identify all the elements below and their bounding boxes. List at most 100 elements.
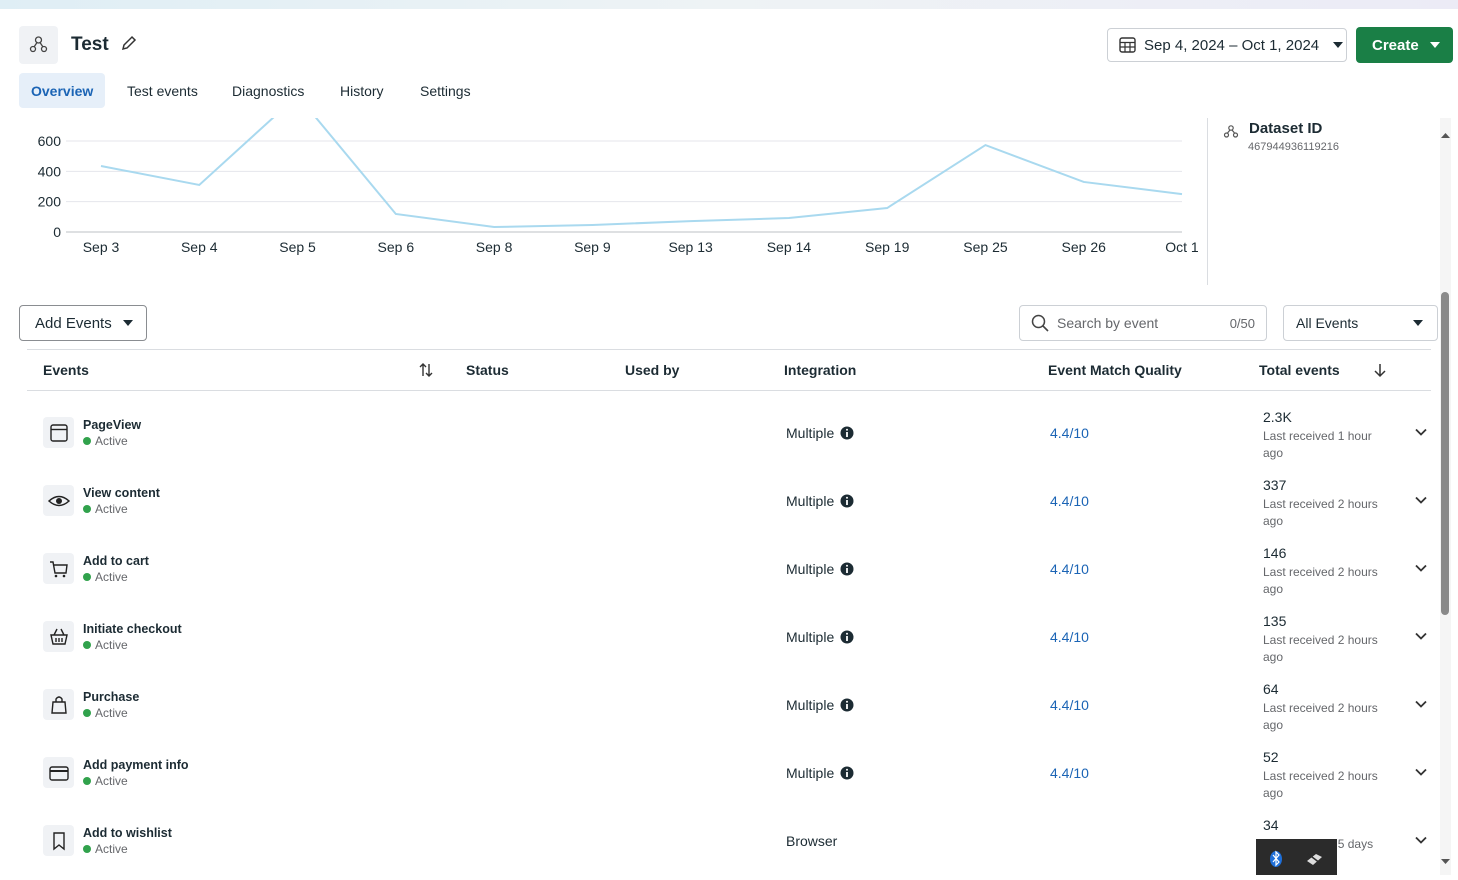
filter-label: All Events <box>1296 315 1359 331</box>
emq-link[interactable]: 4.4/10 <box>1050 765 1089 781</box>
search-count: 0/50 <box>1229 315 1255 331</box>
expand-chevron[interactable] <box>1415 700 1427 709</box>
expand-chevron[interactable] <box>1415 768 1427 777</box>
top-strip <box>0 0 1458 9</box>
info-icon[interactable] <box>840 698 854 712</box>
total-events: 52 <box>1263 749 1279 765</box>
tray-popup[interactable] <box>1256 839 1337 875</box>
x-tick-label: Sep 3 <box>83 239 120 255</box>
last-received: Last received 2 hours ago <box>1263 701 1378 732</box>
table-row[interactable]: Add payment info Active Multiple 4.4/10 52 La… <box>27 739 1431 807</box>
x-tick-label: Sep 4 <box>181 239 218 255</box>
last-received: Last received 2 hours ago <box>1263 769 1378 800</box>
event-icon <box>43 553 74 584</box>
last-received: Last received 2 hours ago <box>1263 497 1378 528</box>
dataset-label: Dataset ID <box>1249 120 1323 137</box>
scroll-up[interactable] <box>1441 132 1450 139</box>
scroll-thumb[interactable] <box>1441 292 1449 615</box>
emq-link[interactable]: 4.4/10 <box>1050 697 1089 713</box>
event-name: PageView <box>83 418 142 432</box>
sort-desc-icon[interactable] <box>1372 362 1388 378</box>
info-icon[interactable] <box>840 562 854 576</box>
divider <box>1207 118 1208 285</box>
search-icon <box>1031 314 1049 332</box>
event-name: Add to wishlist <box>83 826 172 840</box>
y-tick-label: 600 <box>38 133 62 149</box>
column-header[interactable]: Status <box>466 362 509 378</box>
emq-link[interactable]: 4.4/10 <box>1050 493 1089 509</box>
integration: Multiple <box>786 765 835 781</box>
x-tick-label: Sep 19 <box>865 239 910 255</box>
column-header[interactable]: Used by <box>625 362 680 378</box>
x-tick-label: Sep 9 <box>574 239 611 255</box>
emq-link[interactable]: 4.4/10 <box>1050 561 1089 577</box>
integration: Multiple <box>786 561 835 577</box>
table-row[interactable]: Initiate checkout Active Multiple 4.4/10 135… <box>27 603 1431 671</box>
event-name: Add payment info <box>83 758 189 772</box>
event-status: Active <box>95 842 128 856</box>
expand-chevron[interactable] <box>1415 632 1427 641</box>
tab[interactable]: History <box>340 82 384 99</box>
search-box[interactable]: Search by event 0/50 <box>1019 305 1267 341</box>
last-received: Last received 2 hours ago <box>1263 633 1378 664</box>
sort-icon[interactable] <box>418 362 434 378</box>
x-tick-label: Sep 26 <box>1062 239 1107 255</box>
info-icon[interactable] <box>840 630 854 644</box>
event-status: Active <box>95 638 128 652</box>
x-tick-label: Sep 6 <box>378 239 415 255</box>
table-row[interactable]: View content Active Multiple 4.4/10 337 Last … <box>27 467 1431 535</box>
tab[interactable]: Test events <box>127 82 198 99</box>
info-icon[interactable] <box>840 494 854 508</box>
expand-chevron[interactable] <box>1415 836 1427 845</box>
scrollbar[interactable] <box>1440 118 1451 875</box>
table-row[interactable]: Purchase Active Multiple 4.4/10 64 Last recei… <box>27 671 1431 739</box>
expand-chevron[interactable] <box>1415 564 1427 573</box>
search-placeholder: Search by event <box>1057 315 1159 331</box>
table-row[interactable]: PageView Active Multiple 4.4/10 2.3K Last rec… <box>27 399 1431 467</box>
status-dot <box>83 641 91 649</box>
y-tick-label: 200 <box>38 194 62 210</box>
calendar-icon <box>1119 37 1136 53</box>
tab[interactable]: Settings <box>420 82 471 99</box>
event-name: Add to cart <box>83 554 149 568</box>
total-events: 135 <box>1263 613 1287 629</box>
column-header[interactable]: Events <box>43 362 89 378</box>
tab[interactable]: Overview <box>19 73 105 108</box>
expand-chevron[interactable] <box>1415 428 1427 437</box>
date-picker[interactable]: Sep 4, 2024 – Oct 1, 2024 <box>1107 28 1347 62</box>
icon <box>49 423 68 442</box>
icon <box>47 495 70 506</box>
info-icon[interactable] <box>840 766 854 780</box>
total-events: 146 <box>1263 545 1287 561</box>
event-status: Active <box>95 434 128 448</box>
status-dot <box>83 709 91 717</box>
tab[interactable]: Diagnostics <box>232 82 305 99</box>
event-status: Active <box>95 774 128 788</box>
table-row[interactable]: Add to wishlistActiveBrowser34Last recei… <box>27 807 1431 875</box>
create-button[interactable]: Create <box>1356 27 1453 63</box>
emq-link[interactable]: 4.4/10 <box>1050 425 1089 441</box>
scroll-down[interactable] <box>1441 858 1450 865</box>
total-events: 2.3K <box>1263 409 1292 425</box>
event-filter[interactable]: All Events <box>1283 305 1438 341</box>
event-icon <box>43 485 74 516</box>
edit-icon[interactable] <box>120 34 138 52</box>
add-events-button[interactable]: Add Events <box>19 305 147 341</box>
dataset-icon <box>19 26 58 64</box>
x-tick-label: Sep 25 <box>963 239 1008 255</box>
integration: Multiple <box>786 425 835 441</box>
column-header[interactable]: Total events <box>1259 362 1340 378</box>
status-dot <box>83 573 91 581</box>
column-header[interactable]: Integration <box>784 362 857 378</box>
expand-chevron[interactable] <box>1415 496 1427 505</box>
table-row[interactable]: Add to cart Active Multiple 4.4/10 146 Last r… <box>27 535 1431 603</box>
total-events: 64 <box>1263 681 1279 697</box>
icon <box>50 695 67 714</box>
emq-link[interactable]: 4.4/10 <box>1050 629 1089 645</box>
column-header[interactable]: Event Match Quality <box>1048 362 1182 378</box>
info-icon[interactable] <box>840 426 854 440</box>
icon <box>29 36 48 53</box>
chart: 0 200 400 600 Sep 3 Sep 4 Sep 5 Sep 6 Sep 8 Sep 9… <box>38 118 1199 255</box>
table-header-border <box>27 390 1431 391</box>
